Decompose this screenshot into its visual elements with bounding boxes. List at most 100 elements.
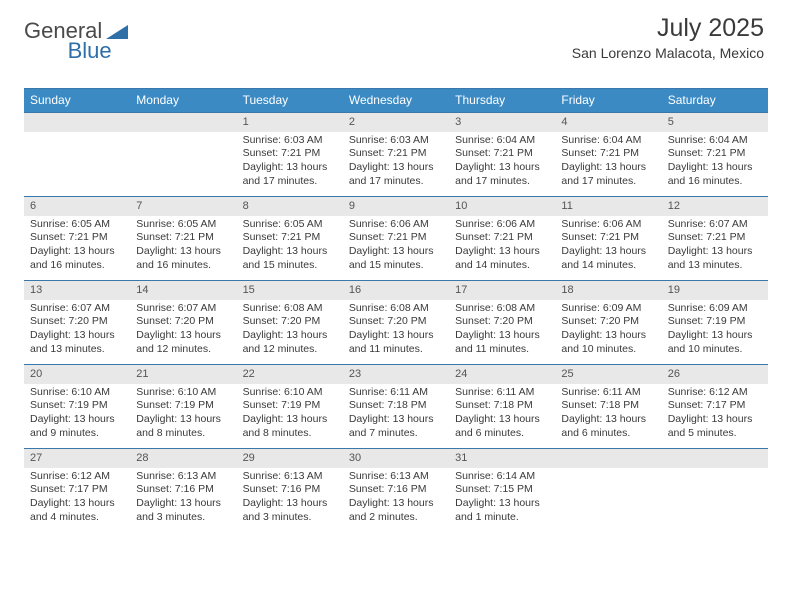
day-number: 6 — [24, 197, 130, 216]
day-details: Sunrise: 6:09 AMSunset: 7:19 PMDaylight:… — [662, 300, 768, 361]
calendar-cell: 13Sunrise: 6:07 AMSunset: 7:20 PMDayligh… — [24, 280, 130, 364]
day-number: 23 — [343, 365, 449, 384]
day-number: 21 — [130, 365, 236, 384]
day-details: Sunrise: 6:13 AMSunset: 7:16 PMDaylight:… — [343, 468, 449, 529]
day-details: Sunrise: 6:10 AMSunset: 7:19 PMDaylight:… — [24, 384, 130, 445]
calendar-cell: 5Sunrise: 6:04 AMSunset: 7:21 PMDaylight… — [662, 112, 768, 196]
day-number: 26 — [662, 365, 768, 384]
calendar-cell: 26Sunrise: 6:12 AMSunset: 7:17 PMDayligh… — [662, 364, 768, 448]
calendar-cell: 10Sunrise: 6:06 AMSunset: 7:21 PMDayligh… — [449, 196, 555, 280]
day-header-thursday: Thursday — [449, 89, 555, 112]
day-details: Sunrise: 6:13 AMSunset: 7:16 PMDaylight:… — [130, 468, 236, 529]
calendar-cell: 19Sunrise: 6:09 AMSunset: 7:19 PMDayligh… — [662, 280, 768, 364]
calendar-cell: 23Sunrise: 6:11 AMSunset: 7:18 PMDayligh… — [343, 364, 449, 448]
day-details: Sunrise: 6:06 AMSunset: 7:21 PMDaylight:… — [343, 216, 449, 277]
calendar-cell — [555, 448, 661, 532]
day-details: Sunrise: 6:05 AMSunset: 7:21 PMDaylight:… — [24, 216, 130, 277]
day-number: 14 — [130, 281, 236, 300]
day-number: 16 — [343, 281, 449, 300]
day-details: Sunrise: 6:12 AMSunset: 7:17 PMDaylight:… — [24, 468, 130, 529]
day-number: 31 — [449, 449, 555, 468]
day-details: Sunrise: 6:08 AMSunset: 7:20 PMDaylight:… — [237, 300, 343, 361]
calendar-cell: 30Sunrise: 6:13 AMSunset: 7:16 PMDayligh… — [343, 448, 449, 532]
logo-text-2: Blue — [68, 38, 112, 64]
day-header-sunday: Sunday — [24, 89, 130, 112]
header-right: July 2025 San Lorenzo Malacota, Mexico — [572, 14, 764, 61]
calendar-cell: 24Sunrise: 6:11 AMSunset: 7:18 PMDayligh… — [449, 364, 555, 448]
page-title: July 2025 — [572, 14, 764, 43]
calendar-cell: 21Sunrise: 6:10 AMSunset: 7:19 PMDayligh… — [130, 364, 236, 448]
empty-day — [662, 449, 768, 468]
day-details: Sunrise: 6:06 AMSunset: 7:21 PMDaylight:… — [449, 216, 555, 277]
calendar-cell — [24, 112, 130, 196]
calendar-cell: 18Sunrise: 6:09 AMSunset: 7:20 PMDayligh… — [555, 280, 661, 364]
day-number: 17 — [449, 281, 555, 300]
calendar-cell: 2Sunrise: 6:03 AMSunset: 7:21 PMDaylight… — [343, 112, 449, 196]
day-number: 19 — [662, 281, 768, 300]
day-number: 10 — [449, 197, 555, 216]
day-header-saturday: Saturday — [662, 89, 768, 112]
triangle-icon — [106, 23, 128, 39]
day-details: Sunrise: 6:07 AMSunset: 7:20 PMDaylight:… — [24, 300, 130, 361]
day-number: 3 — [449, 113, 555, 132]
day-details: Sunrise: 6:05 AMSunset: 7:21 PMDaylight:… — [130, 216, 236, 277]
empty-day — [24, 113, 130, 132]
day-number: 25 — [555, 365, 661, 384]
calendar-cell: 17Sunrise: 6:08 AMSunset: 7:20 PMDayligh… — [449, 280, 555, 364]
day-header-tuesday: Tuesday — [237, 89, 343, 112]
day-details: Sunrise: 6:07 AMSunset: 7:21 PMDaylight:… — [662, 216, 768, 277]
day-details: Sunrise: 6:10 AMSunset: 7:19 PMDaylight:… — [130, 384, 236, 445]
day-number: 18 — [555, 281, 661, 300]
calendar-cell: 28Sunrise: 6:13 AMSunset: 7:16 PMDayligh… — [130, 448, 236, 532]
day-number: 15 — [237, 281, 343, 300]
day-details: Sunrise: 6:06 AMSunset: 7:21 PMDaylight:… — [555, 216, 661, 277]
day-number: 7 — [130, 197, 236, 216]
day-details: Sunrise: 6:14 AMSunset: 7:15 PMDaylight:… — [449, 468, 555, 529]
day-number: 2 — [343, 113, 449, 132]
day-number: 30 — [343, 449, 449, 468]
day-details: Sunrise: 6:11 AMSunset: 7:18 PMDaylight:… — [555, 384, 661, 445]
calendar-cell — [662, 448, 768, 532]
day-details: Sunrise: 6:04 AMSunset: 7:21 PMDaylight:… — [555, 132, 661, 193]
day-number: 11 — [555, 197, 661, 216]
day-details: Sunrise: 6:10 AMSunset: 7:19 PMDaylight:… — [237, 384, 343, 445]
day-details: Sunrise: 6:11 AMSunset: 7:18 PMDaylight:… — [449, 384, 555, 445]
day-number: 4 — [555, 113, 661, 132]
day-details: Sunrise: 6:07 AMSunset: 7:20 PMDaylight:… — [130, 300, 236, 361]
calendar-cell: 31Sunrise: 6:14 AMSunset: 7:15 PMDayligh… — [449, 448, 555, 532]
calendar-cell: 4Sunrise: 6:04 AMSunset: 7:21 PMDaylight… — [555, 112, 661, 196]
empty-day — [555, 449, 661, 468]
day-details: Sunrise: 6:11 AMSunset: 7:18 PMDaylight:… — [343, 384, 449, 445]
calendar-cell: 25Sunrise: 6:11 AMSunset: 7:18 PMDayligh… — [555, 364, 661, 448]
day-number: 29 — [237, 449, 343, 468]
day-number: 5 — [662, 113, 768, 132]
day-details: Sunrise: 6:09 AMSunset: 7:20 PMDaylight:… — [555, 300, 661, 361]
day-number: 28 — [130, 449, 236, 468]
day-details: Sunrise: 6:08 AMSunset: 7:20 PMDaylight:… — [449, 300, 555, 361]
day-number: 8 — [237, 197, 343, 216]
calendar-cell: 22Sunrise: 6:10 AMSunset: 7:19 PMDayligh… — [237, 364, 343, 448]
calendar-cell: 7Sunrise: 6:05 AMSunset: 7:21 PMDaylight… — [130, 196, 236, 280]
calendar-cell: 3Sunrise: 6:04 AMSunset: 7:21 PMDaylight… — [449, 112, 555, 196]
day-details: Sunrise: 6:13 AMSunset: 7:16 PMDaylight:… — [237, 468, 343, 529]
calendar-cell: 1Sunrise: 6:03 AMSunset: 7:21 PMDaylight… — [237, 112, 343, 196]
day-header-monday: Monday — [130, 89, 236, 112]
empty-day — [130, 113, 236, 132]
day-number: 9 — [343, 197, 449, 216]
calendar-cell: 27Sunrise: 6:12 AMSunset: 7:17 PMDayligh… — [24, 448, 130, 532]
calendar-grid: SundayMondayTuesdayWednesdayThursdayFrid… — [24, 88, 768, 532]
calendar-cell: 12Sunrise: 6:07 AMSunset: 7:21 PMDayligh… — [662, 196, 768, 280]
day-number: 13 — [24, 281, 130, 300]
day-details: Sunrise: 6:08 AMSunset: 7:20 PMDaylight:… — [343, 300, 449, 361]
day-header-friday: Friday — [555, 89, 661, 112]
calendar-cell: 20Sunrise: 6:10 AMSunset: 7:19 PMDayligh… — [24, 364, 130, 448]
page-subtitle: San Lorenzo Malacota, Mexico — [572, 45, 764, 61]
calendar-cell: 9Sunrise: 6:06 AMSunset: 7:21 PMDaylight… — [343, 196, 449, 280]
calendar-cell — [130, 112, 236, 196]
calendar-cell: 15Sunrise: 6:08 AMSunset: 7:20 PMDayligh… — [237, 280, 343, 364]
day-number: 1 — [237, 113, 343, 132]
day-number: 22 — [237, 365, 343, 384]
page: General Gen Blue July 2025 San Lorenzo M… — [0, 0, 792, 542]
day-details: Sunrise: 6:04 AMSunset: 7:21 PMDaylight:… — [662, 132, 768, 193]
day-header-wednesday: Wednesday — [343, 89, 449, 112]
